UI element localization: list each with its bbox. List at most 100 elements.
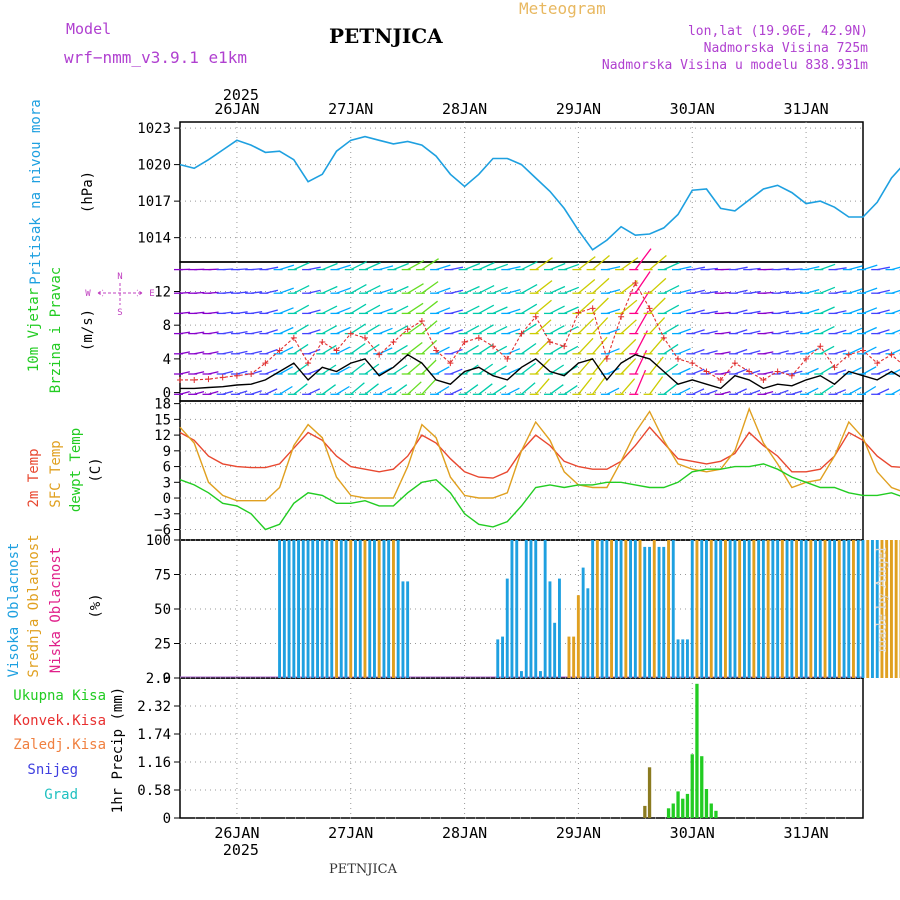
wind-arrow xyxy=(876,348,890,355)
wind-arrow xyxy=(407,260,425,271)
cloud-bar xyxy=(576,595,580,678)
wind-gust-point xyxy=(504,355,511,362)
ytick-label: 0.58 xyxy=(137,783,171,799)
wind-arrow xyxy=(891,349,900,355)
wind-arrow xyxy=(820,263,836,271)
wind-arrow xyxy=(492,385,507,395)
wind-arrow xyxy=(478,363,494,375)
wind-gust-point xyxy=(760,376,767,383)
top-day-label: 27JAN xyxy=(328,100,373,118)
wind-arrow xyxy=(820,326,835,335)
wind-gust-point xyxy=(290,334,297,341)
precip-bar xyxy=(714,810,718,818)
ytick-label: 1020 xyxy=(137,158,171,174)
wind-arrow xyxy=(592,297,609,314)
ytick-label: 100 xyxy=(146,533,171,549)
wind-arrow xyxy=(820,286,836,294)
wind-arrow xyxy=(407,341,423,355)
wind-gust-point xyxy=(518,330,525,337)
wind-arrow xyxy=(279,287,294,294)
cloud-bar xyxy=(339,540,343,678)
wind-gust-point xyxy=(376,351,383,358)
wind-arrow xyxy=(848,367,862,375)
wind-arrow xyxy=(649,255,667,271)
wind-arrow xyxy=(293,304,310,314)
cloud-bar xyxy=(629,540,632,678)
wind-arrow xyxy=(435,307,451,315)
cloud-bar xyxy=(297,540,300,678)
cloud-low-label: Niska Oblacnost xyxy=(48,547,64,673)
cloud-bar xyxy=(747,540,751,678)
wind-arrow xyxy=(435,385,450,395)
wind-arrow xyxy=(464,325,480,335)
wind-arrow xyxy=(677,308,692,315)
precip-bar xyxy=(643,805,647,818)
wind-arrow xyxy=(492,345,508,355)
cloud-bar xyxy=(311,540,315,678)
wind-arrow xyxy=(549,305,565,314)
compass-east: E xyxy=(149,289,154,299)
cloud-bar xyxy=(524,540,528,678)
wind-arrow xyxy=(620,299,638,314)
cloud-bar xyxy=(871,540,874,678)
cloud-unit-label: (%) xyxy=(88,593,104,618)
cloud-bar xyxy=(700,540,704,678)
cloud-bar xyxy=(306,540,310,678)
wind-arrow xyxy=(535,319,552,335)
wind-arrow xyxy=(606,348,620,355)
wind-arrow xyxy=(521,362,536,375)
cloud-bar xyxy=(714,540,718,678)
wind-arrow xyxy=(577,377,593,395)
wind-arrow xyxy=(592,356,607,375)
wind-arrow xyxy=(421,281,439,294)
wind-gust-point xyxy=(675,355,682,362)
wind-gust-point xyxy=(860,347,866,354)
cloud-bar xyxy=(837,540,841,678)
cloud-bar xyxy=(572,636,576,678)
wind-arrow xyxy=(279,307,294,315)
wind-arrow xyxy=(279,366,294,375)
wind-arrow xyxy=(663,363,679,375)
wind-arrow xyxy=(577,298,595,314)
ytick-label: −6 xyxy=(154,523,171,539)
wind-arrow xyxy=(649,317,666,335)
cloud-bar xyxy=(728,540,732,678)
wind-arrow xyxy=(464,285,480,294)
cloud-bar xyxy=(686,639,689,678)
compass-west: W xyxy=(85,289,91,299)
wind-gust-point xyxy=(461,339,468,346)
wind-arrow xyxy=(891,329,900,335)
wind-arrow xyxy=(307,368,321,375)
cloud-bar xyxy=(780,540,784,678)
wind-arrow xyxy=(535,280,553,294)
wind-arrow xyxy=(393,344,408,355)
wind-arrow xyxy=(265,368,278,375)
wind-arrow xyxy=(649,277,667,294)
wind-arrow xyxy=(805,367,819,375)
wind-arrow xyxy=(393,305,409,314)
wind-arrow xyxy=(421,359,437,375)
cloud-bar xyxy=(335,540,338,678)
cloud-bar xyxy=(510,540,514,678)
temp-2m-line xyxy=(179,426,900,479)
cloud-bar xyxy=(638,540,642,678)
wind-gust-point xyxy=(177,376,183,383)
wind-arrow xyxy=(507,328,521,335)
wind-arrow xyxy=(492,286,508,294)
wind-gust-point xyxy=(717,376,724,383)
wind-arrow xyxy=(577,357,593,375)
wind-gust-point xyxy=(319,339,326,346)
wind-arrow xyxy=(862,346,877,355)
wind-gust-point xyxy=(731,360,738,367)
wind-arrow xyxy=(848,327,863,335)
wind-gust-point xyxy=(575,309,582,316)
wind-arrow xyxy=(563,385,578,395)
model-altitude-label: Nadmorska Visina u modelu 838.931m xyxy=(601,58,868,73)
wind-arrow xyxy=(620,378,636,395)
wind-arrow xyxy=(862,326,877,335)
wind-arrow xyxy=(649,297,666,314)
wind-arrow xyxy=(393,262,409,271)
cloud-bar xyxy=(676,639,680,678)
ytick-label: 0 xyxy=(163,811,171,827)
